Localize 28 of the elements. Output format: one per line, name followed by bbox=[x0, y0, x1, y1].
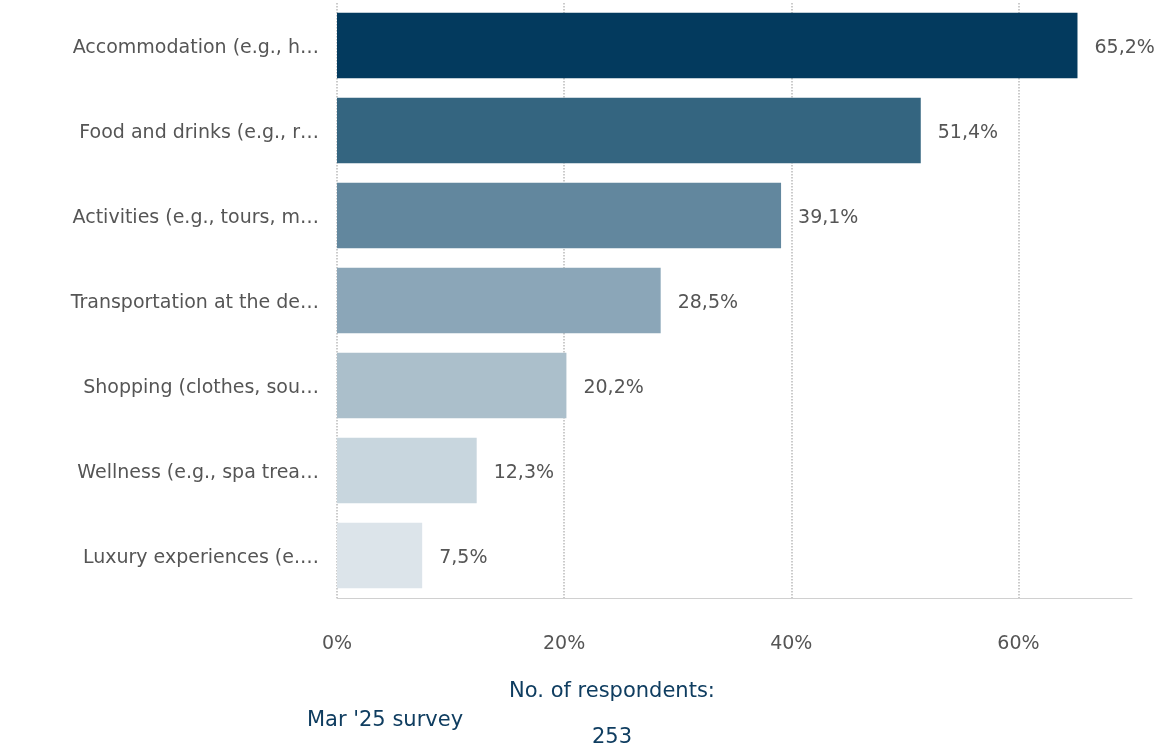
bar bbox=[337, 12, 1078, 79]
y-tick-label: Accommodation (e.g., h… bbox=[72, 34, 319, 57]
data-label: 28,5% bbox=[677, 289, 739, 312]
data-label: 12,3% bbox=[493, 459, 555, 482]
y-tick-label: Wellness (e.g., spa trea… bbox=[77, 459, 319, 482]
data-label: 7,5% bbox=[439, 544, 488, 567]
bar bbox=[337, 437, 477, 504]
x-tick-label: 20% bbox=[543, 630, 586, 653]
x-tick-label: 0% bbox=[321, 630, 353, 653]
y-tick-label: Activities (e.g., tours, m… bbox=[72, 204, 319, 227]
text: No. of respondents: bbox=[509, 678, 715, 702]
text: Mar '25 survey bbox=[306, 707, 464, 731]
data-label: 65,2% bbox=[1094, 34, 1155, 57]
data-label: 51,4% bbox=[937, 119, 999, 142]
x-tick-label: 40% bbox=[770, 630, 813, 653]
data-label: 20,2% bbox=[583, 374, 644, 397]
bar bbox=[337, 522, 423, 589]
data-label: 39,1% bbox=[798, 204, 859, 227]
bar bbox=[337, 352, 567, 419]
x-tick-label: 60% bbox=[997, 630, 1040, 653]
bar bbox=[337, 182, 782, 249]
y-tick-label: Transportation at the de… bbox=[69, 289, 319, 312]
bar bbox=[337, 97, 921, 164]
y-tick-label: Shopping (clothes, sou… bbox=[83, 374, 319, 397]
bar bbox=[337, 267, 661, 334]
text: 253 bbox=[591, 724, 633, 748]
y-tick-label: Food and drinks (e.g., r… bbox=[79, 119, 319, 142]
y-tick-label: Luxury experiences (e.… bbox=[82, 544, 319, 567]
